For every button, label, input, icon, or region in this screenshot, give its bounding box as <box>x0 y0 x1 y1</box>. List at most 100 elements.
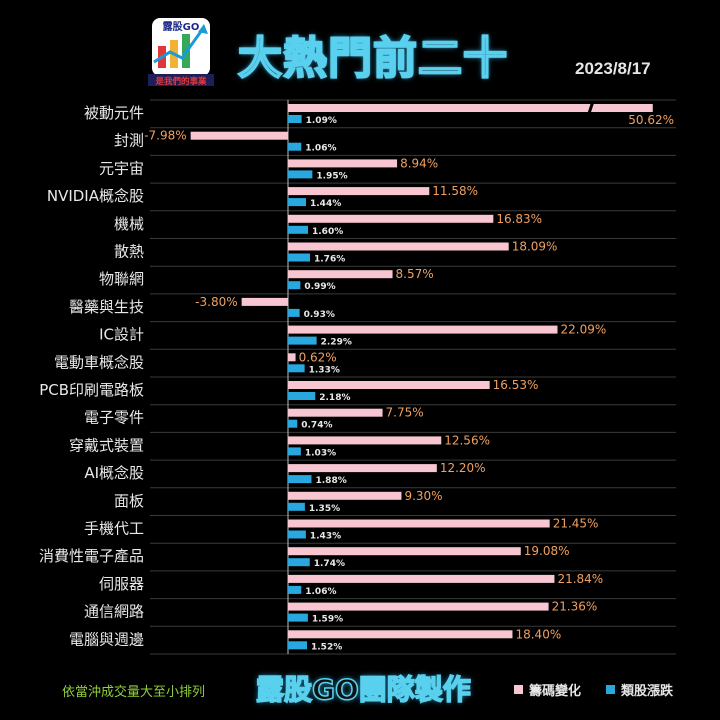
chip-change-label: 21.45% <box>553 517 599 531</box>
chip-change-label: 21.84% <box>557 572 603 586</box>
sector-change-label: 1.60% <box>312 227 343 237</box>
chip-change-label: -3.80% <box>195 295 237 309</box>
category-label: AI概念股 <box>84 464 144 482</box>
legend-item-sector: 類股漲跌 <box>606 680 673 699</box>
chip-change-bar <box>288 574 555 583</box>
sector-change-label: 1.06% <box>305 587 336 597</box>
chip-change-bar <box>288 214 494 223</box>
chip-change-label: 19.08% <box>524 544 570 558</box>
page-title: 大熱門前二十 <box>237 32 508 85</box>
chip-change-label: 22.09% <box>560 323 606 337</box>
legend-item-chip: 籌碼變化 <box>514 680 581 699</box>
chip-change-bar <box>288 408 383 417</box>
category-label: 通信網路 <box>84 603 144 621</box>
category-label: 消費性電子產品 <box>39 547 144 565</box>
sector-change-bar <box>288 585 302 594</box>
chip-change-label: 18.40% <box>515 627 561 641</box>
chip-change-bar <box>288 602 549 611</box>
sector-change-bar <box>288 170 313 179</box>
sector-change-bar <box>288 392 316 400</box>
category-label: 手機代工 <box>84 520 144 538</box>
logo-caption: 是我們的事業 <box>154 76 207 87</box>
category-label: 伺服器 <box>99 575 144 593</box>
legend-swatch-sector <box>606 685 615 694</box>
legend-label-sector: 類股漲跌 <box>621 684 674 699</box>
sector-change-label: 1.76% <box>314 255 345 265</box>
category-label: 散熱 <box>114 243 144 261</box>
sector-change-label: 1.59% <box>312 615 343 625</box>
sector-change-bar <box>288 142 302 151</box>
chip-change-bar <box>288 547 521 556</box>
sector-change-bar <box>288 558 310 567</box>
sector-change-bar <box>288 364 305 373</box>
chip-change-label: 18.09% <box>512 240 558 254</box>
category-label: 機械 <box>114 215 144 233</box>
category-label: 電腦與週邊 <box>69 630 144 648</box>
sector-change-bar <box>288 198 306 207</box>
sector-change-bar <box>288 225 308 234</box>
sector-change-label: 1.06% <box>305 144 336 154</box>
sector-change-bar <box>288 502 305 511</box>
category-label: 電動車概念股 <box>54 353 144 371</box>
sector-change-label: 1.03% <box>305 448 336 458</box>
sector-change-label: 0.93% <box>304 310 335 320</box>
chip-change-bar <box>288 242 509 251</box>
category-label: NVIDIA概念股 <box>47 187 144 205</box>
sector-change-label: 2.18% <box>319 393 350 403</box>
sector-change-bar <box>288 475 312 484</box>
category-label: 元宇宙 <box>99 159 144 177</box>
category-label: 醫藥與生技 <box>69 298 144 316</box>
sector-change-bar <box>288 281 301 290</box>
category-label: 電子零件 <box>84 409 144 427</box>
legend-swatch-chip <box>514 685 523 694</box>
category-label: 穿戴式裝置 <box>69 436 144 454</box>
credit-text: 露股GO團隊製作 <box>255 672 471 707</box>
sector-change-label: 1.74% <box>314 559 345 569</box>
category-label: 面板 <box>114 492 144 510</box>
chip-change-bar <box>288 464 437 473</box>
chip-change-bar <box>288 104 653 112</box>
chip-change-bar <box>288 381 490 389</box>
axis-break-mark <box>587 101 595 115</box>
sector-change-bar <box>288 447 301 456</box>
chip-change-bar <box>288 630 513 639</box>
chip-change-label: 50.62% <box>628 113 674 127</box>
chip-change-bar <box>288 325 558 334</box>
category-label: 物聯網 <box>99 270 144 288</box>
sector-change-bar <box>288 530 306 539</box>
category-label: PCB印刷電路板 <box>39 381 144 399</box>
category-label: IC設計 <box>99 326 144 344</box>
sector-change-label: 1.44% <box>310 199 341 209</box>
chip-change-bar <box>241 297 288 306</box>
chip-change-bar <box>288 270 393 279</box>
chip-change-bar <box>288 353 296 362</box>
sector-change-label: 1.33% <box>309 365 340 375</box>
chip-change-label: 12.20% <box>440 461 486 475</box>
legend-label-chip: 籌碼變化 <box>529 684 582 699</box>
chip-change-label: 12.56% <box>444 433 490 447</box>
chip-change-label: 8.57% <box>396 267 434 281</box>
brand-logo: 露股GO 是我們的事業 <box>148 18 214 87</box>
logo-trend-line <box>153 29 204 64</box>
chip-change-label: 7.75% <box>386 406 424 420</box>
chip-change-label: -7.98% <box>144 129 186 143</box>
sector-change-label: 1.43% <box>310 532 341 542</box>
sector-change-label: 1.09% <box>306 116 337 126</box>
sector-change-bar <box>288 115 302 123</box>
sector-change-label: 0.99% <box>304 282 335 292</box>
sector-change-label: 1.88% <box>316 476 347 486</box>
sector-change-bar <box>288 336 317 345</box>
chip-change-label: 11.58% <box>432 184 478 198</box>
category-label: 封測 <box>114 132 144 150</box>
chip-change-bar <box>288 519 550 528</box>
chip-change-bar <box>288 159 398 168</box>
report-date: 2023/8/17 <box>575 59 651 78</box>
sector-change-label: 1.95% <box>316 171 347 181</box>
sector-change-label: 0.74% <box>301 421 332 431</box>
chip-change-label: 8.94% <box>400 156 438 170</box>
sector-change-bar <box>288 641 307 650</box>
chip-change-label: 16.53% <box>493 378 539 392</box>
sector-change-bar <box>288 308 300 317</box>
chip-change-bar <box>288 491 402 500</box>
